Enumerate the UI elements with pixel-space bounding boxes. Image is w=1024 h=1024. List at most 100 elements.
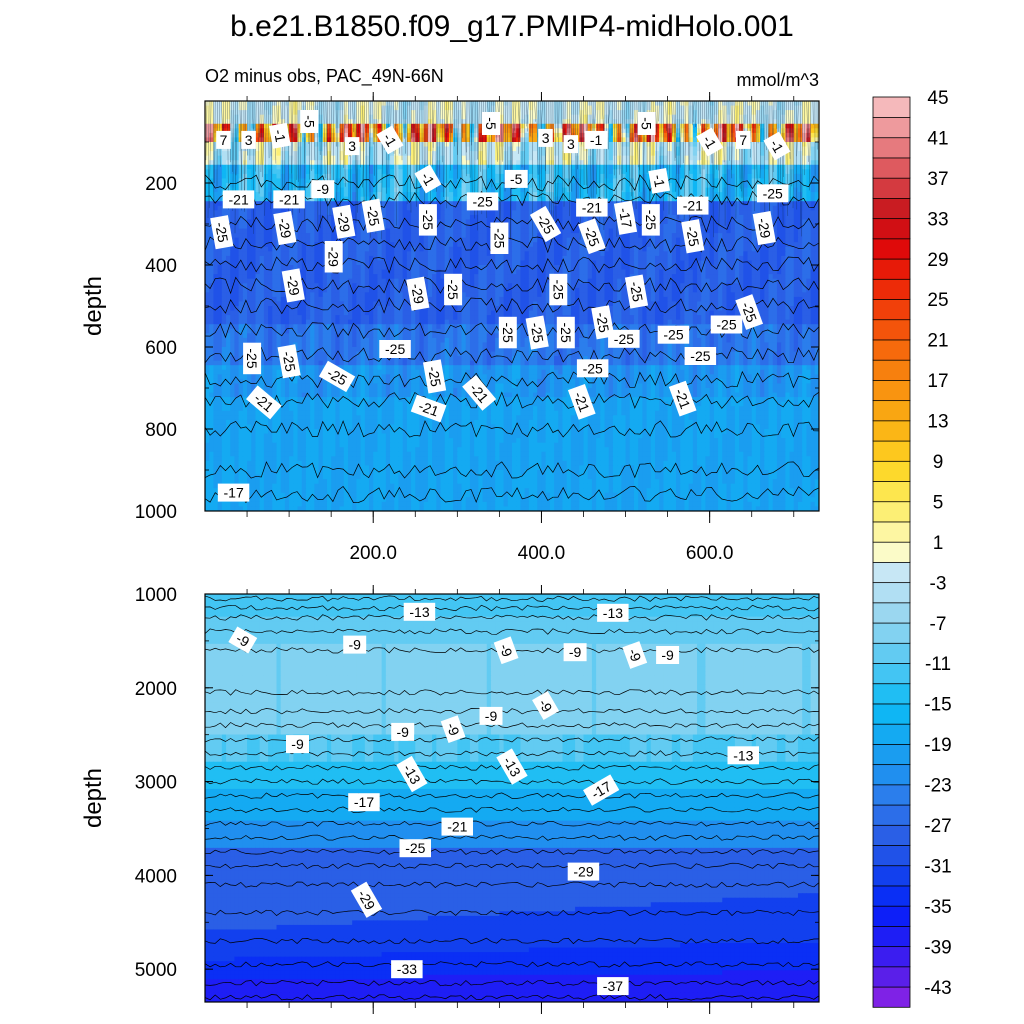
contour-cell: [520, 114, 526, 120]
contour-cell: [478, 128, 484, 134]
contour-cell: [453, 146, 458, 152]
contour-cell: [322, 219, 328, 225]
contour-cell: [411, 196, 416, 202]
contour-cell: [486, 228, 492, 234]
contour-cell: [390, 237, 395, 243]
contour-cell: [360, 214, 366, 221]
contour-cell: [280, 251, 286, 257]
contour-cell: [541, 169, 547, 175]
contour-cell: [213, 196, 219, 202]
contour-cell: [533, 151, 538, 157]
contour-cell: [600, 105, 606, 111]
contour-cell: [373, 110, 379, 116]
contour-cell: [406, 251, 412, 257]
contour-cell: [440, 105, 446, 111]
contour-cell: [520, 142, 526, 148]
contour-cell: [764, 251, 770, 257]
contour-cell: [776, 101, 782, 107]
contour-cell: [671, 205, 677, 211]
contour-cell: [419, 242, 425, 248]
contour-cell: [221, 101, 227, 107]
contour-cell: [209, 128, 215, 134]
contour-cell: [680, 251, 686, 257]
contour-cell: [297, 110, 303, 116]
contour-cell: [701, 119, 707, 125]
contour-cell: [402, 228, 408, 234]
contour-cell: [444, 187, 450, 193]
contour-cell: [406, 214, 412, 221]
contour-cell: [495, 169, 500, 175]
contour-cell: [385, 224, 391, 230]
contour-cell: [205, 224, 210, 230]
contour-cell: [654, 160, 660, 166]
contour-cell: [739, 192, 744, 198]
contour-cell: [209, 123, 215, 129]
contour-cell: [575, 173, 580, 180]
contour-cell: [503, 164, 509, 170]
contour-cell: [390, 151, 395, 157]
contour-cell: [465, 123, 471, 129]
contour-cell: [512, 246, 517, 252]
contour-cell: [591, 214, 597, 221]
contour-cell: [402, 196, 408, 202]
contour-cell: [398, 246, 404, 252]
contour-cell: [726, 128, 732, 134]
contour-cell: [776, 219, 782, 225]
contour-cell: [335, 146, 341, 152]
contour-cell: [612, 119, 618, 125]
contour-cell: [440, 219, 446, 225]
contour-cell: [663, 114, 669, 120]
contour-cell: [352, 123, 357, 129]
contour-cell: [730, 128, 736, 134]
contour-cell: [453, 142, 458, 148]
contour-cell: [776, 160, 782, 166]
contour-cell: [209, 210, 215, 216]
contour-cell: [604, 183, 610, 189]
contour-cell: [507, 233, 513, 239]
contour-cell: [322, 128, 328, 134]
contour-cell: [730, 137, 736, 143]
contour-cell: [297, 105, 303, 111]
contour-cell: [390, 228, 395, 234]
contour-cell: [755, 132, 761, 139]
contour-cell: [718, 251, 723, 257]
contour-cell: [322, 105, 328, 111]
contour-cell: [205, 237, 210, 243]
contour-cell: [659, 132, 664, 139]
contour-cell: [457, 237, 463, 243]
contour-cell: [213, 101, 219, 107]
contour-cell: [549, 114, 555, 120]
contour-cell: [305, 233, 311, 239]
contour-cell: [516, 237, 522, 243]
contour-cell: [364, 196, 370, 202]
contour-cell: [659, 201, 664, 207]
contour-cell: [768, 169, 774, 175]
contour-cell: [755, 251, 761, 257]
contour-cell: [608, 237, 614, 243]
contour-cell: [612, 110, 618, 116]
contour-cell: [255, 228, 261, 234]
contour-cell: [596, 119, 601, 125]
contour-cell: [230, 237, 236, 243]
contour-cell: [810, 187, 816, 193]
contour-cell: [625, 137, 631, 143]
contour-cell: [339, 196, 345, 202]
contour-cell: [238, 255, 244, 262]
contour-cell: [747, 242, 753, 248]
contour-cell: [516, 214, 522, 221]
contour-cell: [238, 233, 244, 239]
contour-cell: [373, 178, 379, 184]
contour-cell: [747, 155, 753, 161]
contour-cell: [697, 160, 702, 166]
contour-cell: [667, 137, 673, 143]
contour-cell: [663, 151, 669, 157]
contour-cell: [457, 224, 463, 230]
contour-cell: [722, 233, 728, 239]
contour-cell: [373, 164, 379, 170]
contour-cell: [364, 183, 370, 189]
contour-cell: [402, 224, 408, 230]
contour-cell: [234, 242, 240, 248]
contour-cell: [419, 246, 425, 252]
contour-cell: [263, 242, 269, 248]
contour-cell: [284, 101, 290, 107]
